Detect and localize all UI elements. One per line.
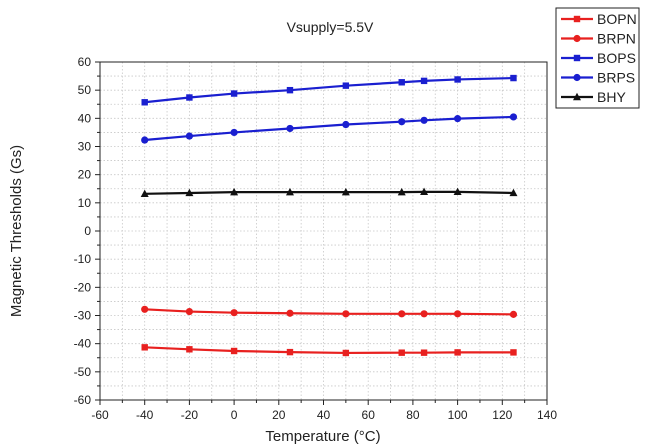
data-point-bhy (341, 187, 350, 196)
data-point-bopn (186, 346, 193, 353)
data-point-bhy (397, 187, 406, 196)
data-point-brpn (454, 310, 462, 318)
x-axis-title: Temperature (°C) (265, 428, 380, 444)
y-tick-label: 60 (78, 55, 92, 69)
legend-swatch-marker (573, 73, 581, 82)
x-tick-label: 100 (448, 408, 468, 422)
x-tick-label: 60 (362, 408, 376, 422)
data-point-bops (342, 82, 350, 89)
legend: BOPN BRPN BOPS BRPS BHY (555, 7, 640, 109)
data-point-bops (398, 79, 405, 86)
x-tick-label: 20 (272, 408, 286, 422)
legend-label: BOPS (597, 50, 636, 66)
y-axis-title: Magnetic Thresholds (Gs) (8, 145, 25, 317)
data-point-brpn (185, 307, 193, 316)
data-point-bopn (342, 349, 350, 357)
data-point-bops (141, 99, 148, 106)
data-point-brps (420, 116, 428, 124)
data-point-bops (454, 76, 461, 83)
data-point-bops (230, 90, 238, 97)
data-point-brps (454, 115, 462, 123)
data-point-brpn (398, 310, 406, 318)
x-tick-label: 140 (537, 408, 557, 422)
data-point-bops (286, 86, 294, 94)
data-point-brps (185, 132, 193, 140)
y-tick-label: 50 (78, 83, 92, 97)
x-tick-label: -40 (136, 408, 154, 422)
data-point-bhy (420, 187, 429, 196)
data-point-brpn (342, 310, 350, 318)
legend-label: BRPN (597, 31, 636, 47)
x-tick-label: -60 (91, 408, 109, 422)
data-point-bopn (510, 349, 517, 356)
y-tick-label: -60 (74, 393, 92, 407)
data-point-bopn (454, 349, 461, 356)
data-point-bhy (140, 189, 149, 198)
y-tick-label: -30 (74, 309, 92, 323)
legend-swatch-marker (573, 54, 581, 62)
y-tick-label: 40 (78, 111, 92, 125)
series-bops (141, 74, 517, 106)
legend-label: BHY (597, 89, 626, 105)
data-point-bhy (509, 188, 518, 197)
data-point-brps (141, 136, 149, 144)
data-point-brps (230, 128, 238, 137)
data-point-bopn (420, 349, 428, 356)
series-layer (140, 74, 518, 357)
data-point-bops (420, 77, 428, 85)
legend-item-bops: BOPS (561, 50, 636, 66)
data-point-brpn (230, 309, 238, 317)
legend-swatch-marker (573, 92, 581, 101)
data-point-brpn (286, 309, 294, 317)
x-tick-label: 40 (317, 408, 331, 422)
legend-label: BRPS (597, 70, 635, 86)
data-point-brps (286, 124, 294, 133)
x-tick-label: 120 (492, 408, 512, 422)
data-point-bhy (185, 188, 194, 197)
legend-swatch-marker (573, 15, 581, 23)
y-tick-label: 10 (78, 196, 92, 210)
legend-label: BOPN (597, 11, 637, 27)
x-tick-label: -20 (181, 408, 199, 422)
grid-lines (100, 62, 547, 400)
series-brpn (141, 305, 518, 318)
legend-swatch-marker (573, 34, 581, 43)
legend-item-bhy: BHY (561, 89, 626, 105)
data-point-bhy (230, 187, 239, 196)
data-point-bopn (398, 349, 405, 356)
series-bhy (140, 187, 518, 198)
data-point-brps (398, 118, 406, 126)
data-point-bops (510, 74, 517, 82)
y-tick-label: 20 (78, 168, 92, 182)
data-point-brps (342, 120, 350, 129)
x-tick-label: 80 (406, 408, 420, 422)
legend-item-brps: BRPS (561, 70, 635, 86)
series-brps (141, 113, 518, 144)
y-tick-label: 30 (78, 140, 92, 154)
legend-item-bopn: BOPN (561, 11, 637, 27)
y-tick-label: -40 (74, 337, 92, 351)
chart-title: Vsupply=5.5V (287, 19, 374, 35)
y-axis: -60 -50 -40 -30 -20 -10 0 10 20 30 40 50 60 (74, 55, 100, 407)
data-point-brps (509, 113, 518, 121)
data-point-bopn (230, 347, 238, 355)
x-tick-label: 0 (231, 408, 238, 422)
y-tick-label: -10 (74, 252, 92, 266)
data-point-bopn (286, 348, 294, 356)
data-point-bopn (141, 344, 148, 351)
x-axis: -60 -40 -20 0 20 40 60 80 100 120 140 (91, 400, 557, 422)
legend-item-brpn: BRPN (561, 31, 636, 47)
data-point-bhy (285, 187, 294, 196)
data-point-brpn (420, 310, 428, 318)
series-bopn (141, 344, 517, 357)
y-tick-label: 0 (84, 224, 91, 238)
y-tick-label: -20 (74, 280, 92, 294)
data-point-bops (186, 94, 193, 101)
y-tick-label: -50 (74, 365, 92, 379)
data-point-brpn (141, 305, 149, 313)
data-point-bhy (453, 187, 462, 196)
data-point-brpn (509, 310, 518, 318)
